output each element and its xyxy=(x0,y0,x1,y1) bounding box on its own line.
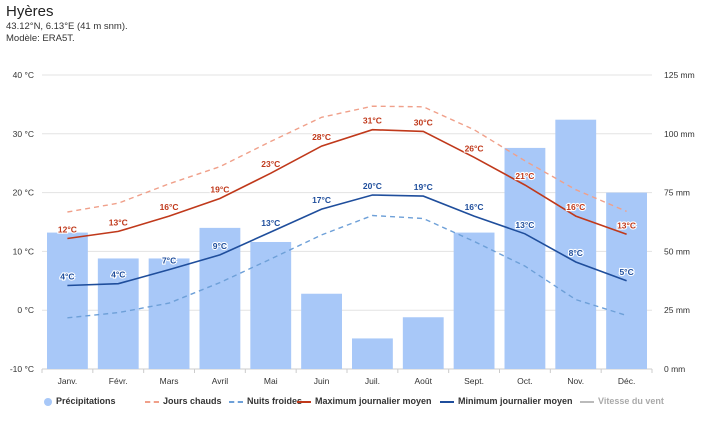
x-tick-label: Juin xyxy=(314,376,330,386)
precipitation-bar xyxy=(148,258,190,369)
legend-label: Jours chauds xyxy=(163,396,222,406)
y-right-tick-label: 50 mm xyxy=(664,246,690,256)
precipitation-bar xyxy=(199,227,241,369)
minimum-journalier-moyenline xyxy=(67,194,627,287)
jours-chaudsline xyxy=(67,105,627,213)
x-tick-label: Déc. xyxy=(618,376,635,386)
x-tick-label: Oct. xyxy=(517,376,533,386)
chart-legend: Précipitations Jours chauds Nuits froides M… xyxy=(0,396,703,412)
x-tick-label: Nov. xyxy=(567,376,584,386)
chart-title: Hyères xyxy=(6,3,54,20)
x-tick-label: Avril xyxy=(212,376,228,386)
legend-label: Nuits froides xyxy=(247,396,303,406)
data-label: 4°C xyxy=(111,270,125,280)
legend-swatch xyxy=(145,400,159,403)
y-right-tick-label: 25 mm xyxy=(664,305,690,315)
x-tick-label: Juil. xyxy=(365,376,380,386)
precipitation-bar xyxy=(301,293,342,369)
legend-item[interactable]: Nuits froides xyxy=(229,396,302,406)
data-label: 19°C xyxy=(210,184,229,194)
y-left-tick-label: 10 °C xyxy=(13,246,34,256)
data-label: 31°C xyxy=(363,116,382,126)
data-label: 16°C xyxy=(566,202,585,212)
y-left-tick-label: 40 °C xyxy=(13,70,34,80)
precipitation-bar xyxy=(402,317,444,369)
data-label: 8°C xyxy=(569,248,583,258)
coordinates-text: 43.12°N, 6.13°E (41 m snm). xyxy=(6,21,128,32)
data-label: 4°C xyxy=(60,272,74,282)
maximum-journalier-moyenline xyxy=(67,128,627,240)
legend-label: Précipitations xyxy=(56,396,116,406)
legend-item[interactable]: Minimum journalier moyen xyxy=(440,396,573,406)
data-label: 12°C xyxy=(58,224,77,234)
precipitation-bar xyxy=(352,338,393,369)
legend-swatch xyxy=(297,400,311,403)
data-label: 19°C xyxy=(414,182,433,192)
legend-swatch xyxy=(44,397,52,406)
legend-label: Minimum journalier moyen xyxy=(458,396,573,406)
legend-swatch xyxy=(440,400,454,403)
data-label: 16°C xyxy=(160,202,179,212)
chart-header: Hyères 43.12°N, 6.13°E (41 m snm). Modèl… xyxy=(6,3,128,45)
data-label: 13°C xyxy=(261,218,280,228)
precipitation-bar xyxy=(47,232,88,369)
precipitation-bar xyxy=(555,119,597,369)
climate-chart: -10 °C 0 °C 10 °C 20 °C 30 °C 40 °C 0 mm 25 mm 5… xyxy=(10,70,695,386)
legend-item[interactable]: Jours chauds xyxy=(145,396,222,406)
data-label: 5°C xyxy=(619,267,633,277)
data-label: 26°C xyxy=(465,143,484,153)
legend-swatch xyxy=(229,400,243,403)
data-label: 21°C xyxy=(515,171,534,181)
nuits-froidesline xyxy=(67,214,627,319)
x-tick-label: Mai xyxy=(264,376,278,386)
data-label: 13°C xyxy=(617,220,636,230)
x-tick-label: Mars xyxy=(160,376,179,386)
legend-label: Maximum journalier moyen xyxy=(315,396,432,406)
x-tick-label: Févr. xyxy=(109,376,128,386)
y-left-tick-label: 0 °C xyxy=(17,305,34,315)
precipitation-bar xyxy=(453,232,495,369)
data-label: 9°C xyxy=(213,241,227,251)
data-label: 28°C xyxy=(312,132,331,142)
y-left-tick-label: -10 °C xyxy=(10,364,34,374)
y-left-tick-label: 20 °C xyxy=(13,188,34,198)
legend-item[interactable]: Vitesse du vent xyxy=(580,396,664,406)
data-label: 13°C xyxy=(515,220,534,230)
y-right-tick-label: 125 mm xyxy=(664,70,695,80)
legend-swatch xyxy=(580,400,594,403)
legend-item[interactable]: Précipitations xyxy=(44,396,116,406)
y-left-tick-label: 30 °C xyxy=(13,129,34,139)
precipitation-bar xyxy=(250,241,292,369)
legend-item[interactable]: Maximum journalier moyen xyxy=(297,396,432,406)
model-text: Modèle: ERA5T. xyxy=(6,33,75,44)
data-label: 20°C xyxy=(363,181,382,191)
data-label: 30°C xyxy=(414,117,433,127)
data-label: 7°C xyxy=(162,256,176,266)
legend-label: Vitesse du vent xyxy=(598,396,664,406)
y-right-tick-label: 100 mm xyxy=(664,129,695,139)
data-label: 17°C xyxy=(312,195,331,205)
x-tick-label: Janv. xyxy=(58,376,78,386)
x-tick-label: Sept. xyxy=(464,376,484,386)
y-right-tick-label: 0 mm xyxy=(664,364,685,374)
data-label: 13°C xyxy=(109,217,128,227)
data-label: 16°C xyxy=(465,202,484,212)
data-label: 23°C xyxy=(261,159,280,169)
x-tick-label: Août xyxy=(415,376,433,386)
y-right-tick-label: 75 mm xyxy=(664,188,690,198)
